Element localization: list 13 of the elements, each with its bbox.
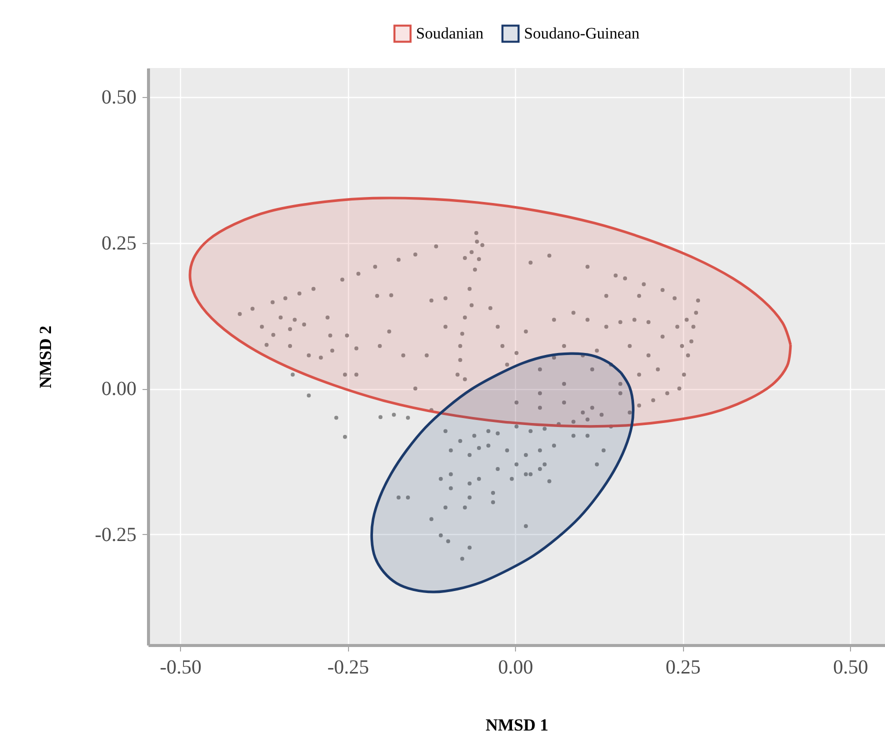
x-tick-label: -0.50 [160,656,202,678]
legend-label: Soudanian [416,26,484,43]
y-tick-label: 0.00 [102,378,136,400]
y-tick-label: 0.25 [102,232,136,254]
y-tick-label: -0.25 [94,524,136,546]
x-tick-label: 0.00 [498,656,534,678]
y-tick-label: 0.50 [102,86,136,109]
x-tick-label: 0.25 [666,656,701,678]
legend-label: Soudano-Guinean [524,26,640,43]
x-tick-label: 0.50 [833,656,868,678]
x-axis-title: NMSD 1 [486,716,548,731]
y-axis-title: NMSD 2 [36,326,55,388]
x-tick-label: -0.25 [327,656,369,678]
